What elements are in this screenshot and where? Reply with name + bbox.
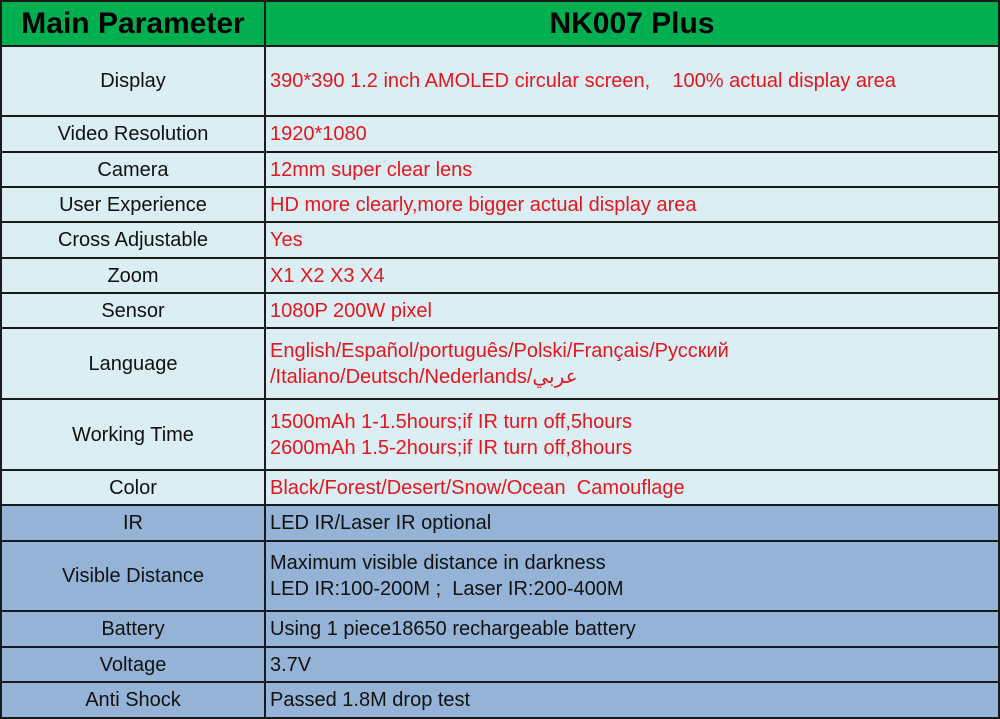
param-name: Language <box>0 327 266 400</box>
value-line: 2600mAh 1.5-2hours;if IR turn off,8hours <box>270 436 633 459</box>
table-row: Sensor 1080P 200W pixel <box>0 292 1000 329</box>
value-line: HD more clearly,more bigger actual displ… <box>270 193 697 216</box>
table-row: Video Resolution 1920*1080 <box>0 115 1000 153</box>
header-row: Main Parameter NK007 Plus <box>0 0 1000 47</box>
param-value: 12mm super clear lens <box>264 151 1000 188</box>
table-row: IR LED IR/Laser IR optional <box>0 504 1000 542</box>
param-value: Maximum visible distance in darkness LED … <box>264 540 1000 612</box>
param-name: IR <box>0 504 266 542</box>
table-row: Color Black/Forest/Desert/Snow/Ocean Camo… <box>0 469 1000 506</box>
table-row: Voltage 3.7V <box>0 646 1000 683</box>
param-value: Black/Forest/Desert/Snow/Ocean Camouflag… <box>264 469 1000 506</box>
table-row: Visible Distance Maximum visible distance… <box>0 540 1000 612</box>
param-name: Display <box>0 45 266 117</box>
value-line: LED IR:100-200M ; Laser IR:200-400M <box>270 578 624 600</box>
param-value: Using 1 piece18650 rechargeable battery <box>264 610 1000 648</box>
table-row: Zoom X1 X2 X3 X4 <box>0 257 1000 294</box>
param-name: Voltage <box>0 646 266 683</box>
param-value: X1 X2 X3 X4 <box>264 257 1000 294</box>
table-row: Camera 12mm super clear lens <box>0 151 1000 188</box>
param-name: Camera <box>0 151 266 188</box>
value-line: LED IR/Laser IR optional <box>270 512 492 534</box>
value-line: Passed 1.8M drop test <box>270 689 471 711</box>
table-row: Battery Using 1 piece18650 rechargeable b… <box>0 610 1000 648</box>
param-name: Zoom <box>0 257 266 294</box>
param-name: Visible Distance <box>0 540 266 612</box>
param-name: Video Resolution <box>0 115 266 153</box>
value-line: /Italiano/Deutsch/Nederlands/عربي <box>270 365 578 388</box>
table-row: Anti Shock Passed 1.8M drop test <box>0 681 1000 719</box>
param-value: LED IR/Laser IR optional <box>264 504 1000 542</box>
table-row: Working Time 1500mAh 1-1.5hours;if IR tur… <box>0 398 1000 471</box>
param-value: Yes <box>264 221 1000 259</box>
param-value: Passed 1.8M drop test <box>264 681 1000 719</box>
table-row: Language English/Español/português/Polski… <box>0 327 1000 400</box>
param-name: Battery <box>0 610 266 648</box>
param-name: Working Time <box>0 398 266 471</box>
header-model: NK007 Plus <box>264 0 1000 47</box>
table-row: Display 390*390 1.2 inch AMOLED circular … <box>0 45 1000 117</box>
param-name: User Experience <box>0 186 266 223</box>
header-param-label: Main Parameter <box>0 0 266 47</box>
value-line: Using 1 piece18650 rechargeable battery <box>270 618 636 640</box>
param-name: Color <box>0 469 266 506</box>
value-line: 1080P 200W pixel <box>270 299 432 322</box>
param-value: 1920*1080 <box>264 115 1000 153</box>
value-line: Maximum visible distance in darkness <box>270 552 606 574</box>
value-line: English/Español/português/Polski/Françai… <box>270 339 729 362</box>
param-name: Sensor <box>0 292 266 329</box>
param-name: Anti Shock <box>0 681 266 719</box>
table-row: User Experience HD more clearly,more bigg… <box>0 186 1000 223</box>
value-line: 390*390 1.2 inch AMOLED circular screen,… <box>270 70 896 92</box>
param-value: 390*390 1.2 inch AMOLED circular screen,… <box>264 45 1000 117</box>
value-line: 1500mAh 1-1.5hours;if IR turn off,5hours <box>270 410 633 433</box>
value-line: 3.7V <box>270 653 312 676</box>
value-line: 1920*1080 <box>270 123 367 145</box>
value-line: 12mm super clear lens <box>270 158 473 181</box>
param-value: HD more clearly,more bigger actual displ… <box>264 186 1000 223</box>
param-value: 1080P 200W pixel <box>264 292 1000 329</box>
value-line: Black/Forest/Desert/Snow/Ocean Camouflag… <box>270 476 685 499</box>
value-line: Yes <box>270 229 303 251</box>
param-value: 3.7V <box>264 646 1000 683</box>
param-value: 1500mAh 1-1.5hours;if IR turn off,5hours… <box>264 398 1000 471</box>
param-value: English/Español/português/Polski/Françai… <box>264 327 1000 400</box>
table-row: Cross Adjustable Yes <box>0 221 1000 259</box>
value-line: X1 X2 X3 X4 <box>270 264 385 287</box>
param-name: Cross Adjustable <box>0 221 266 259</box>
